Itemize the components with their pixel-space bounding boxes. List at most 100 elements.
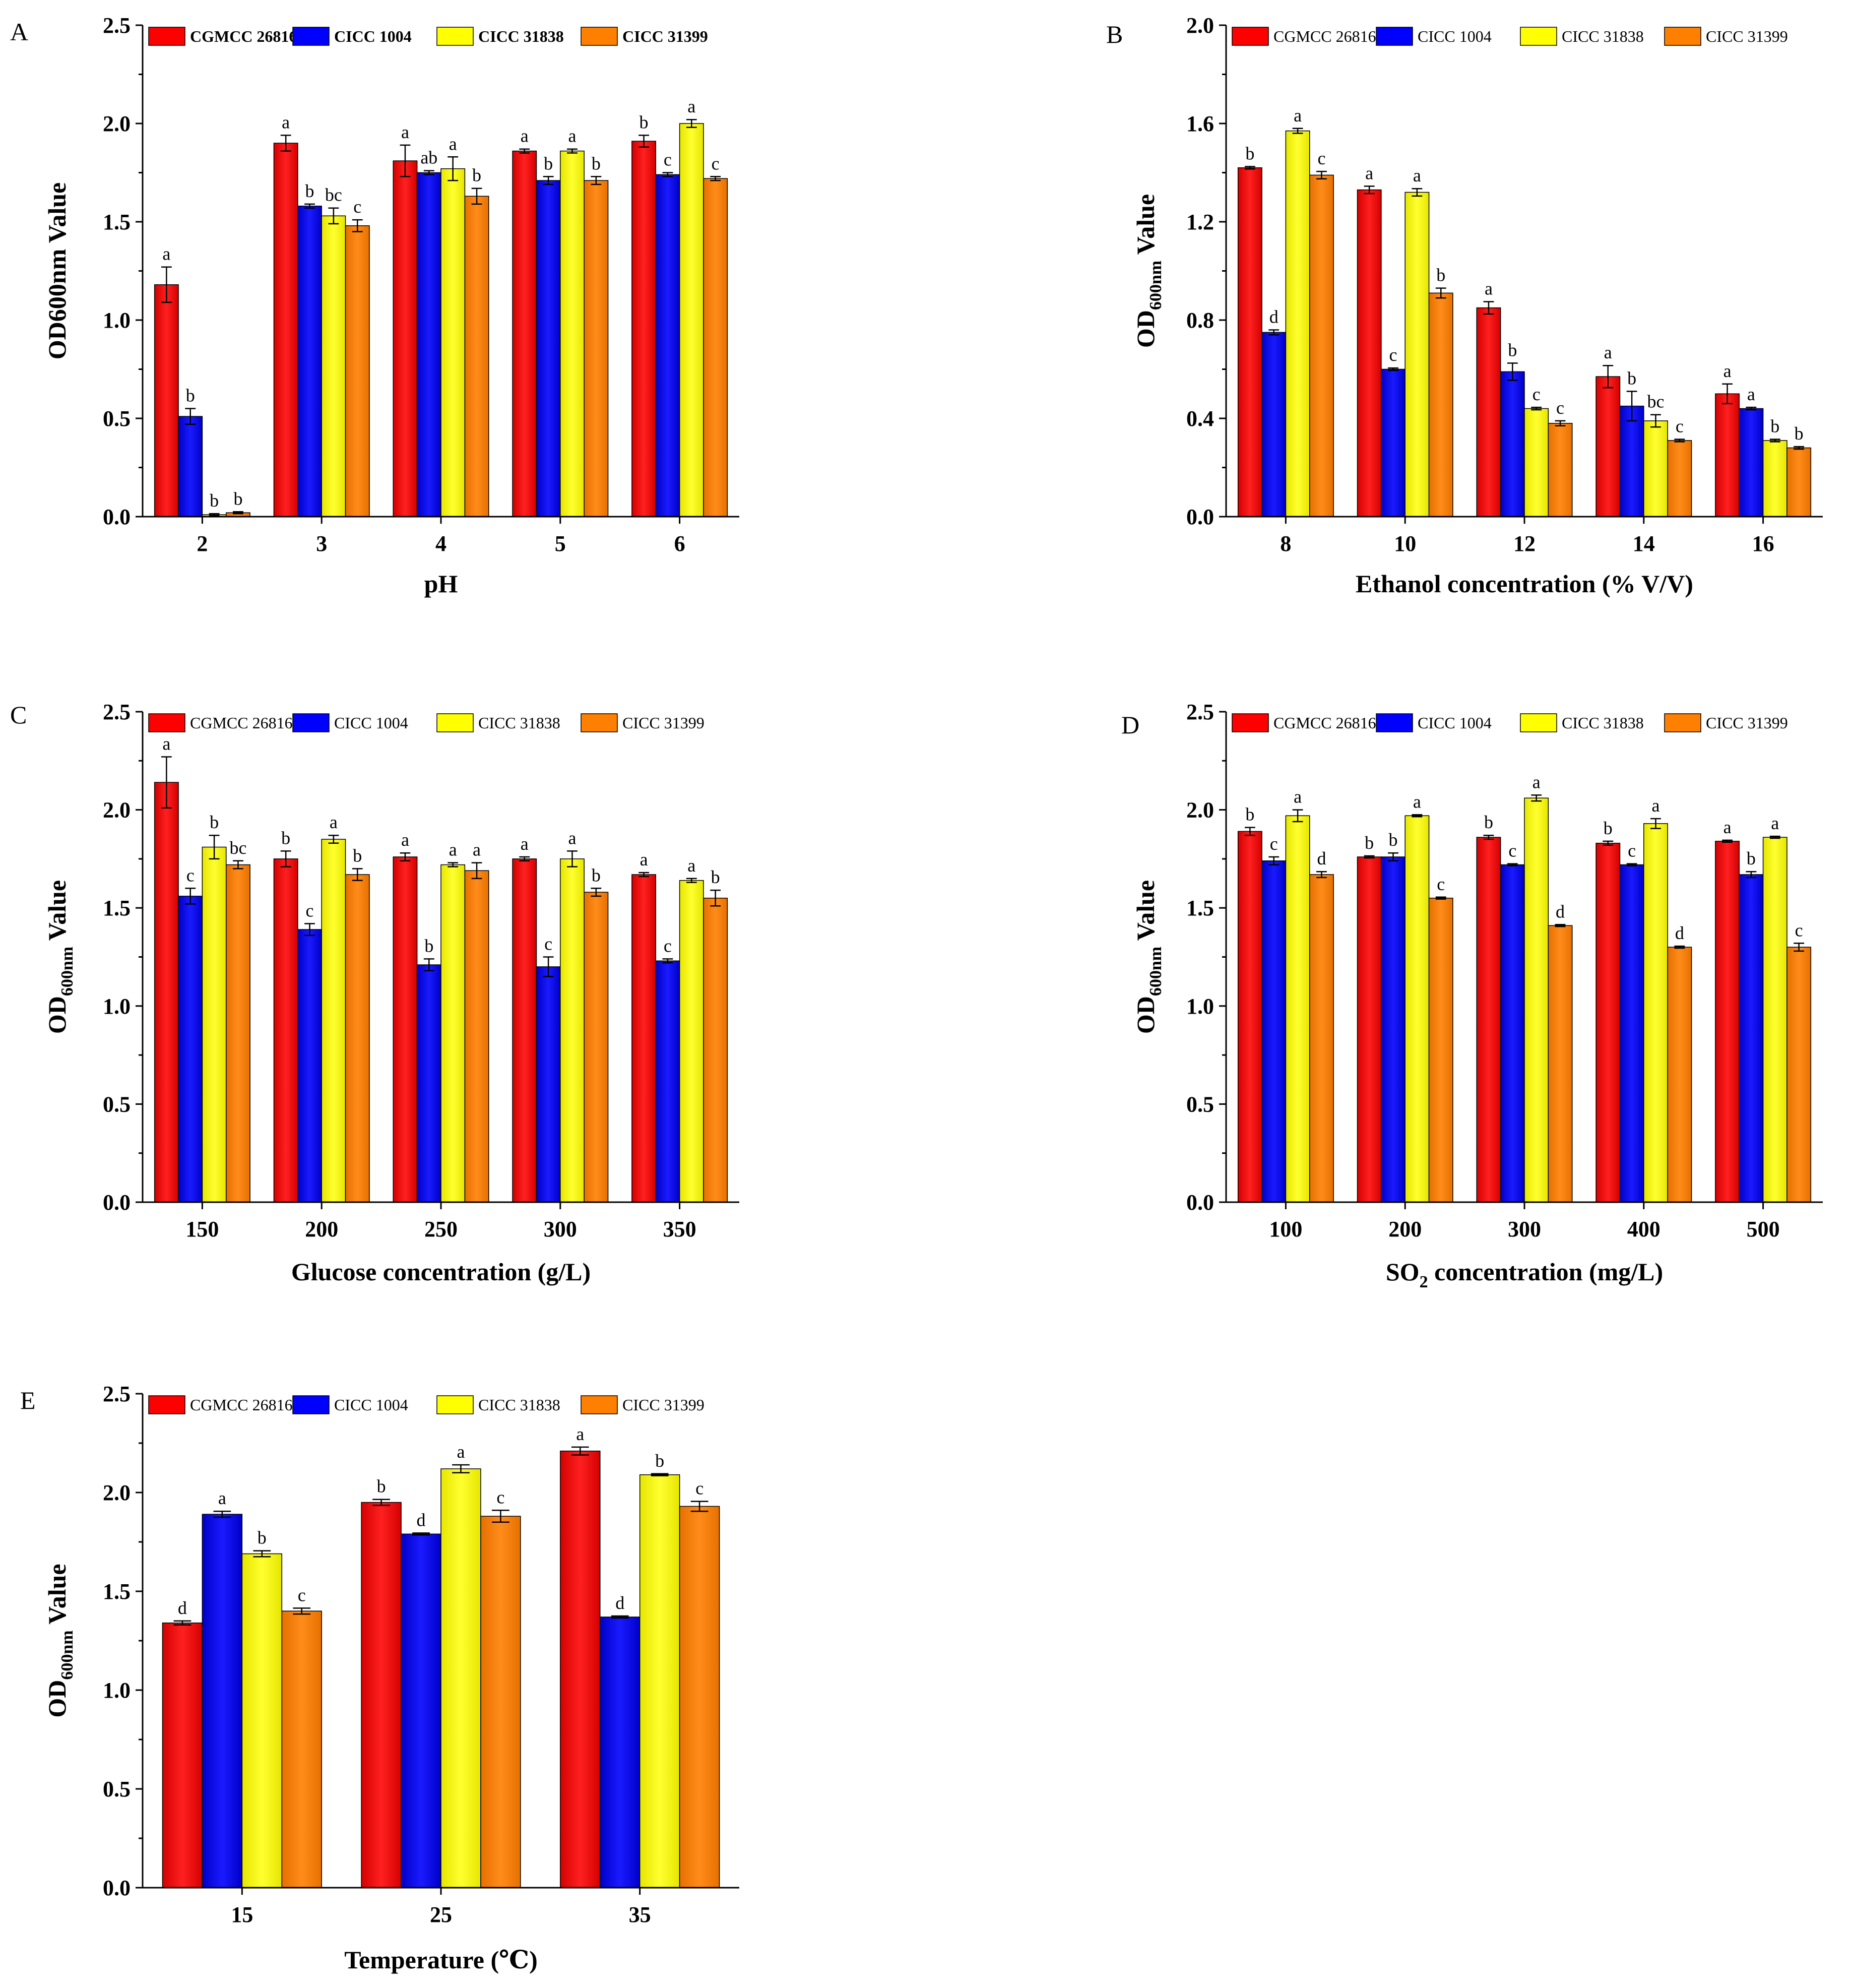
error-bar (1769, 835, 1780, 839)
x-axis-title-subscript: 2 (1420, 1273, 1428, 1291)
legend: CGMCC 26816 CICC 1004 CICC 31838 CICC 31399 (148, 713, 705, 732)
error-bar (638, 872, 649, 878)
legend-label: CICC 31838 (1562, 27, 1644, 45)
significance-label: d (417, 1510, 426, 1530)
error-bar (591, 176, 602, 185)
error-bar (1435, 287, 1446, 299)
bar-b-12-s2 (1524, 408, 1549, 517)
bar-e-15-s3 (281, 1610, 322, 1888)
x-tick-label: 25 (430, 1902, 452, 1927)
legend-label: CICC 31838 (1562, 714, 1644, 732)
significance-label: b (1508, 340, 1517, 360)
bar-c-150-s0 (154, 782, 179, 1203)
legend-swatch (292, 713, 330, 732)
error-bar (1268, 329, 1280, 336)
error-bar (452, 1464, 470, 1474)
legend-label: CICC 31838 (478, 1396, 560, 1414)
y-axis-title-subscript: 600nm (58, 947, 77, 996)
significance-label: d (1556, 901, 1565, 921)
panel-letter: B (1106, 20, 1123, 48)
error-bar (293, 1607, 311, 1615)
bar-c-250-s1 (416, 964, 441, 1203)
error-bar (1364, 185, 1375, 195)
y-tick-label: 1.2 (1186, 210, 1214, 234)
y-tick-label: 2.5 (103, 1382, 131, 1406)
bar-b-16-s3 (1786, 447, 1812, 517)
significance-label: c (1508, 841, 1516, 861)
bar-d-100-s3 (1309, 874, 1334, 1203)
bar-a-5-s2 (560, 150, 585, 517)
error-bar (412, 1532, 430, 1536)
y-tick-label: 2.0 (103, 1480, 131, 1505)
significance-label: b (353, 845, 362, 865)
error-bar (173, 1620, 191, 1626)
error-bar (571, 1446, 589, 1456)
error-bar (161, 266, 172, 303)
significance-label: b (1436, 265, 1445, 285)
significance-label: b (233, 488, 242, 509)
bar-c-300-s1 (536, 966, 561, 1203)
legend-label: CICC 1004 (334, 1396, 408, 1414)
error-bar (1626, 863, 1637, 866)
legend-label: CGMCC 26816 (190, 714, 293, 732)
significance-label: a (1723, 361, 1732, 381)
x-axis-title: Ethanol concentration (% V/V) (1356, 570, 1693, 598)
significance-label: a (457, 1442, 465, 1462)
significance-label: a (1651, 795, 1659, 816)
error-bar (233, 860, 243, 869)
error-bar (352, 219, 363, 232)
error-bar (400, 144, 411, 177)
significance-label: bc (229, 838, 246, 858)
error-bar (686, 118, 697, 129)
legend-label: CICC 31838 (478, 27, 564, 45)
y-tick-label: 2.0 (1186, 798, 1214, 823)
error-bar (662, 172, 673, 177)
error-bar (710, 176, 721, 181)
error-bar (686, 878, 697, 883)
bar-a-3-s2 (321, 215, 346, 517)
bar-d-500-s0 (1715, 841, 1740, 1203)
error-bar (213, 1510, 231, 1518)
significance-label: c (664, 936, 672, 956)
significance-label: a (521, 834, 529, 854)
significance-label: a (282, 112, 290, 132)
bar-b-16-s0 (1715, 393, 1740, 517)
significance-label: b (258, 1528, 267, 1548)
significance-label: ab (420, 148, 437, 168)
significance-label: a (1413, 791, 1421, 812)
bar-c-200-s3 (345, 874, 370, 1203)
error-bar (519, 856, 530, 862)
significance-label: c (298, 1585, 306, 1605)
significance-label: d (178, 1598, 187, 1618)
bar-b-10-s2 (1404, 192, 1430, 517)
legend-swatch (436, 27, 474, 46)
legend-label: CICC 1004 (1418, 714, 1492, 732)
legend-label: CICC 1004 (334, 714, 408, 732)
error-bar (543, 956, 554, 977)
bar-e-15-s0 (162, 1622, 203, 1888)
bar-c-200-s1 (297, 929, 322, 1203)
bar-c-250-s3 (464, 870, 489, 1203)
error-bar (185, 888, 196, 905)
error-bar (1483, 834, 1494, 840)
error-bar (328, 834, 339, 844)
y-tick-label: 0.0 (1186, 1190, 1214, 1215)
significance-label: b (424, 936, 433, 956)
significance-label: c (695, 1478, 704, 1499)
bar-d-300-s0 (1476, 837, 1501, 1203)
bar-b-8-s3 (1309, 174, 1334, 517)
bar-a-5-s1 (536, 180, 561, 517)
x-tick-label: 14 (1633, 531, 1655, 556)
error-bar (1316, 170, 1327, 179)
legend-swatch (581, 1395, 618, 1414)
significance-label: a (1365, 163, 1373, 183)
error-bar (1603, 364, 1614, 389)
error-bar (690, 1501, 709, 1512)
significance-label: a (1723, 817, 1732, 837)
significance-label: a (687, 96, 695, 116)
significance-label: d (1317, 848, 1326, 868)
significance-label: c (544, 934, 552, 954)
panel-letter: D (1121, 711, 1139, 739)
